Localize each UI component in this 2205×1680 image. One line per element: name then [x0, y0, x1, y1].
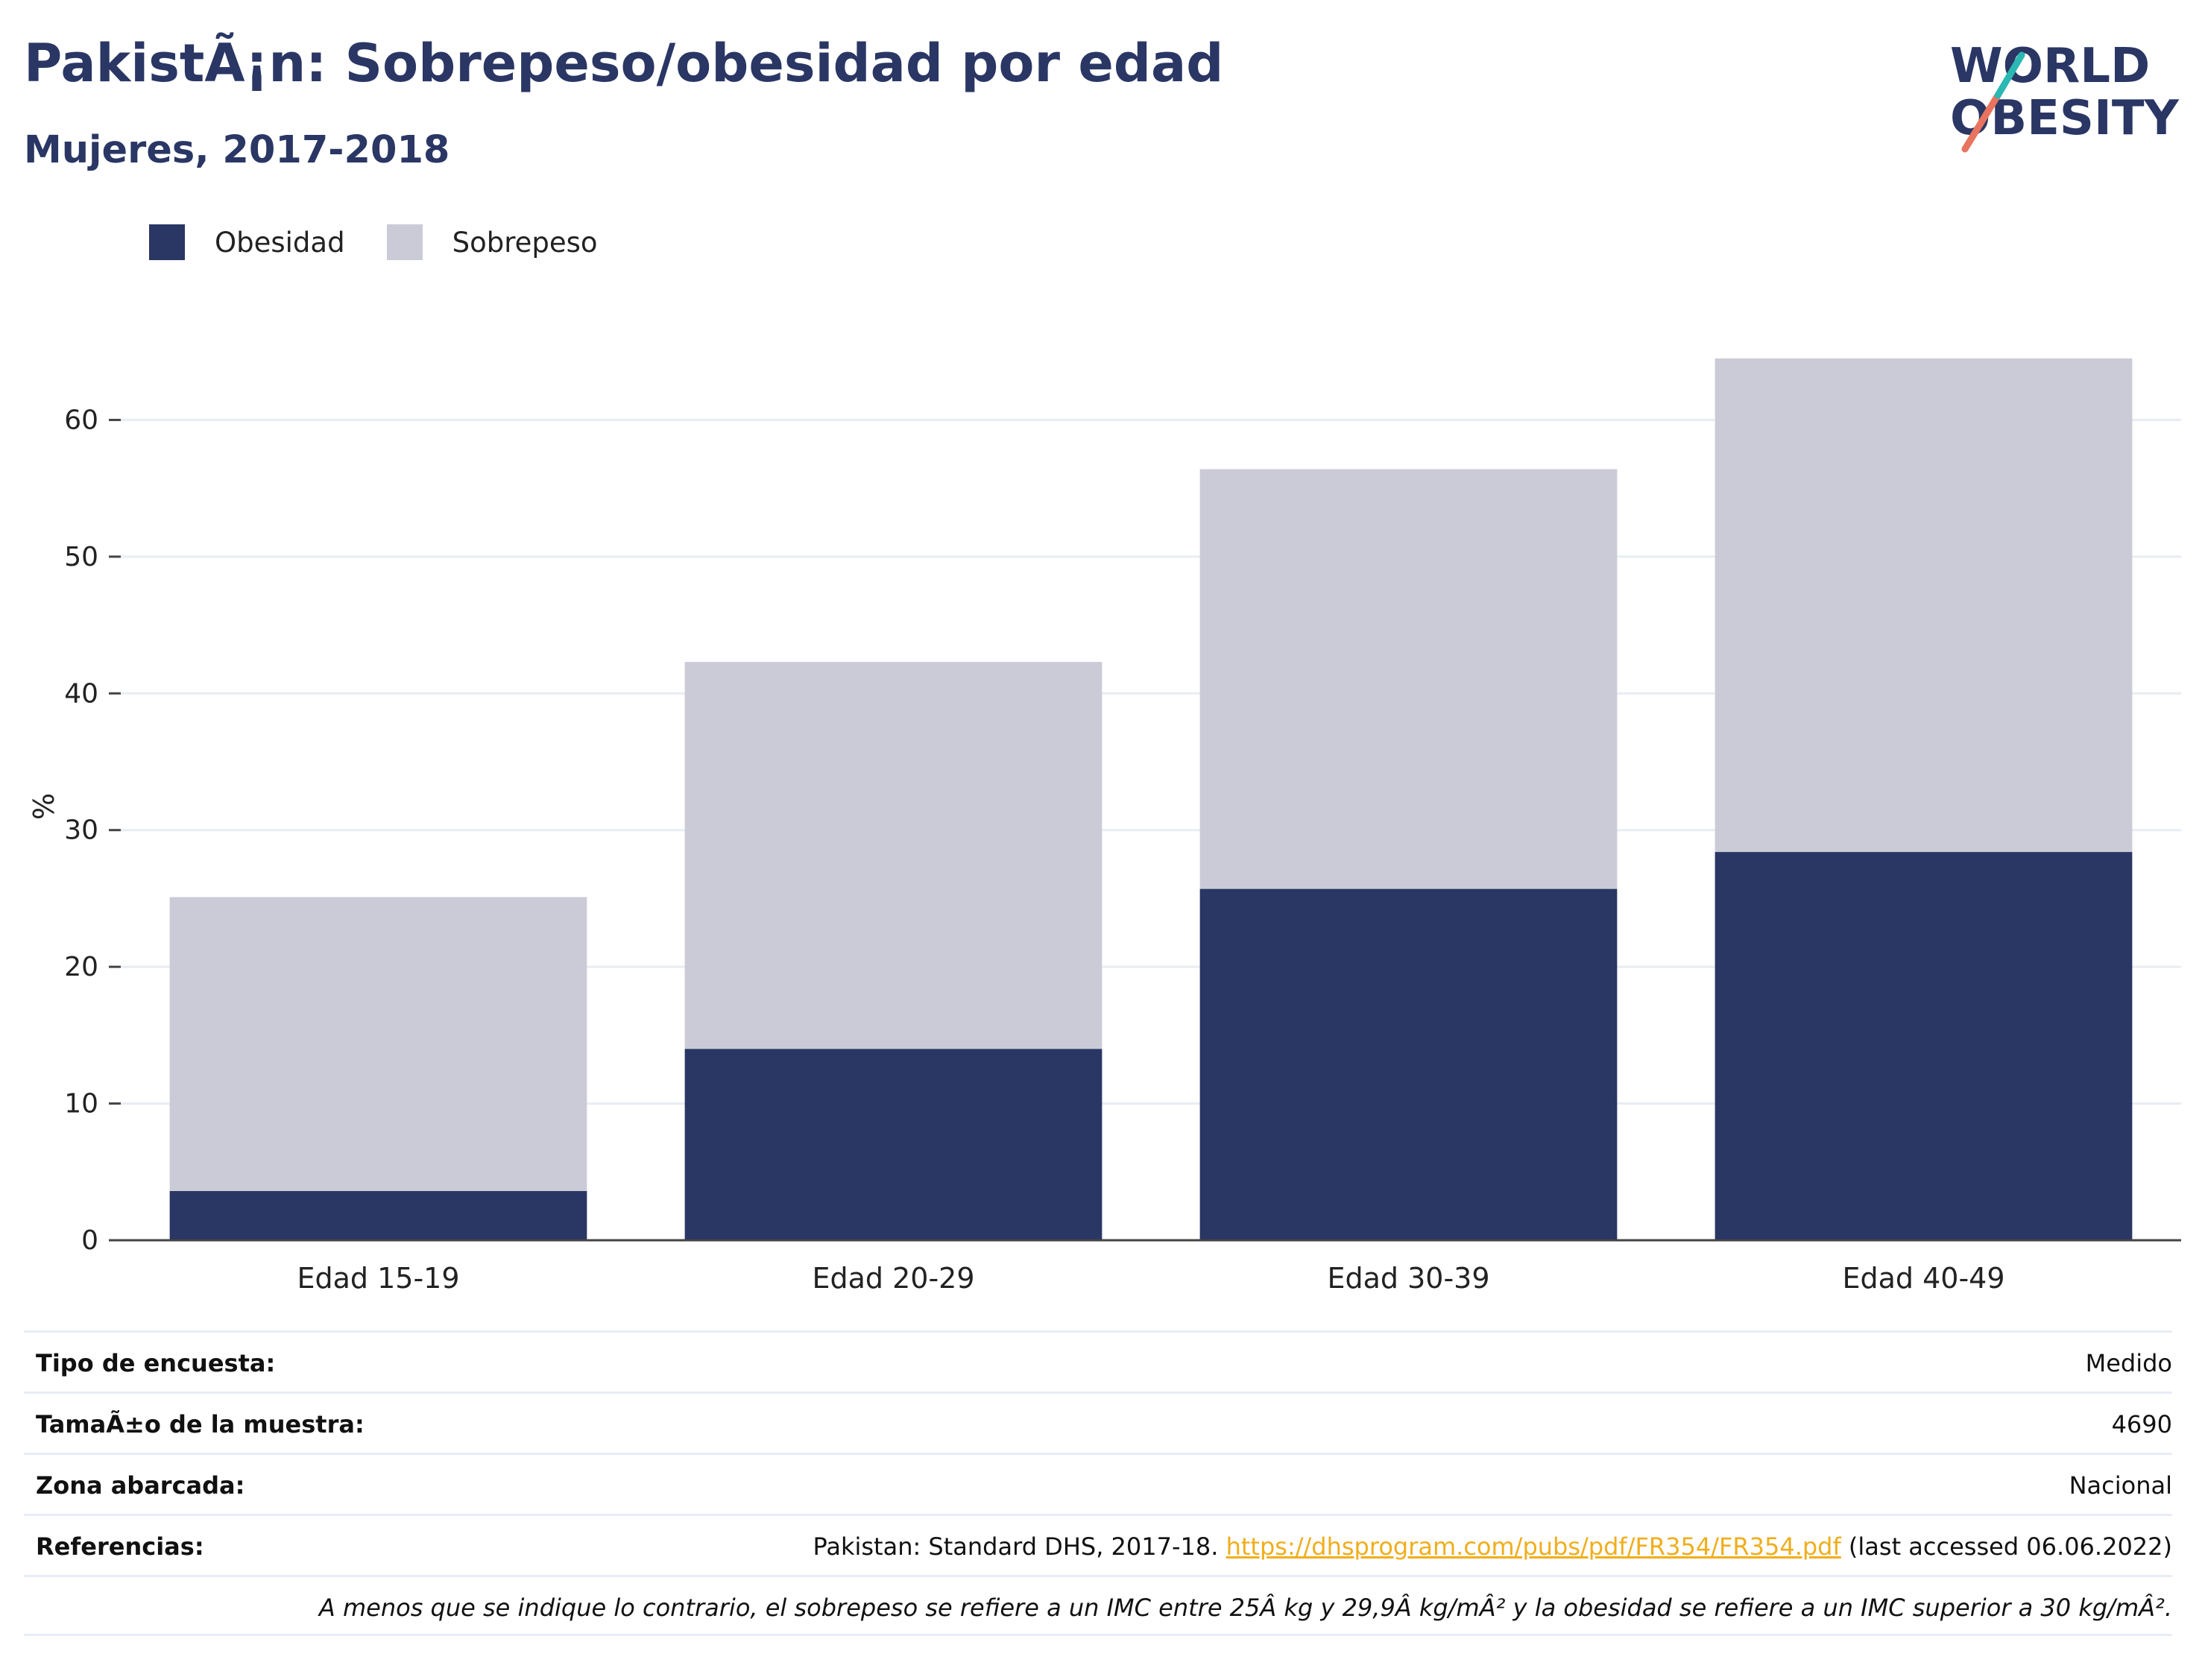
- legend-swatch-obesity: [149, 224, 185, 260]
- bar-overweight-3: [1199, 469, 1618, 889]
- legend-label-obesity: Obesidad: [215, 226, 345, 259]
- bar-obesity-2: [684, 1049, 1102, 1240]
- legend-item-obesity[interactable]: Obesidad: [149, 224, 345, 260]
- y-tick-label: 20: [64, 952, 98, 982]
- info-row-survey-type: Tipo de encuesta: Medido: [24, 1330, 2172, 1392]
- bar-obesity-1: [169, 1190, 587, 1240]
- world-obesity-logo: WORLD OBESITY: [1950, 39, 2179, 153]
- legend-label-overweight: Sobrepeso: [452, 226, 598, 259]
- logo-slash-teal: [1994, 51, 2025, 99]
- x-tick-label: Edad 15-19: [297, 1262, 459, 1295]
- chart-title: PakistÃ¡n: Sobrepeso/obesidad por edad: [24, 33, 1224, 94]
- info-label-area: Zona abarcada:: [36, 1471, 245, 1500]
- bar-obesity-3: [1199, 888, 1618, 1240]
- legend-swatch-overweight: [386, 224, 423, 260]
- info-row-sample-size: TamaÃ±o de la muestra: 4690: [24, 1392, 2172, 1453]
- reference-link[interactable]: https://dhsprogram.com/pubs/pdf/FR354/FR…: [1225, 1532, 1841, 1561]
- y-tick-label: 10: [64, 1089, 98, 1120]
- chart-legend: Obesidad Sobrepeso: [149, 220, 640, 265]
- y-tick-label: 60: [64, 405, 98, 435]
- y-tick-label: 40: [64, 678, 98, 709]
- legend-item-overweight[interactable]: Sobrepeso: [386, 224, 598, 260]
- y-axis-label: %: [28, 793, 60, 820]
- y-tick-label: 30: [64, 815, 98, 846]
- info-label-survey-type: Tipo de encuesta:: [36, 1349, 276, 1377]
- info-row-references: Referencias: Pakistan: Standard DHS, 201…: [24, 1514, 2172, 1575]
- x-tick-label: Edad 20-29: [812, 1262, 974, 1295]
- reference-text: Pakistan: Standard DHS, 2017-18.: [813, 1532, 1226, 1561]
- definition-note: A menos que se indique lo contrario, el …: [318, 1594, 2172, 1622]
- x-tick-label: Edad 30-39: [1327, 1262, 1489, 1295]
- info-row-area: Zona abarcada: Nacional: [24, 1453, 2172, 1514]
- info-table: Tipo de encuesta: Medido TamaÃ±o de la m…: [24, 1330, 2172, 1636]
- stacked-bar-chart: 0 10 20 30 40 50 60% Edad 15-19 Edad 20-29 Edad 3…: [28, 358, 2181, 1295]
- info-value-sample-size: 4690: [2111, 1410, 2172, 1439]
- info-label-sample-size: TamaÃ±o de la muestra:: [36, 1410, 365, 1439]
- chart-subtitle: Mujeres, 2017-2018: [24, 128, 450, 172]
- logo-line1: WORLD: [1950, 39, 2150, 94]
- info-label-references: Referencias:: [36, 1532, 204, 1561]
- reference-accessed: (last accessed 06.06.2022): [1840, 1532, 2172, 1561]
- bar-overweight-2: [684, 662, 1102, 1049]
- logo-line2: OBESITY: [1950, 91, 2179, 146]
- logo-slash-red: [1961, 92, 2001, 153]
- y-tick-label: 0: [81, 1225, 98, 1256]
- y-tick-label: 50: [64, 542, 98, 572]
- x-tick-label: Edad 40-49: [1842, 1262, 2004, 1295]
- bar-overweight-1: [169, 897, 587, 1191]
- bar-overweight-4: [1715, 358, 2133, 853]
- info-value-survey-type: Medido: [2085, 1349, 2172, 1377]
- info-value-references: Pakistan: Standard DHS, 2017-18. https:/…: [813, 1532, 2172, 1561]
- info-value-area: Nacional: [2069, 1471, 2172, 1500]
- info-row-note: A menos que se indique lo contrario, el …: [24, 1575, 2172, 1636]
- bar-obesity-4: [1715, 852, 2133, 1240]
